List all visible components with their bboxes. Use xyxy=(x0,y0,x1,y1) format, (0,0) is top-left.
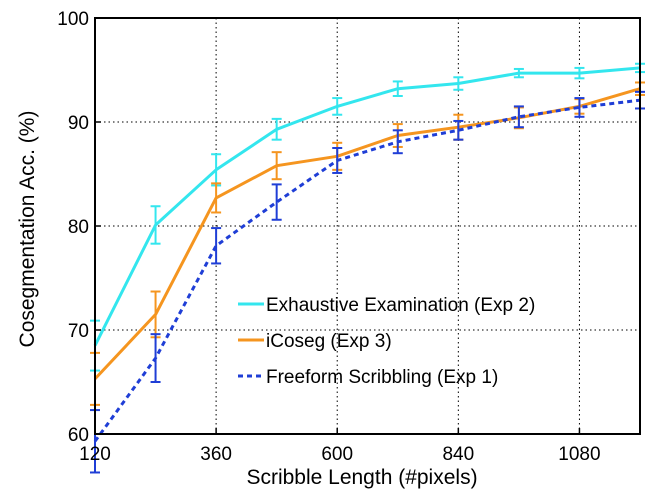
axes xyxy=(94,17,641,435)
y-axis-label: Cosegmentation Acc. (%) xyxy=(16,111,39,348)
error-bar xyxy=(332,97,343,116)
series-line xyxy=(93,66,641,347)
y-tick-label: 90 xyxy=(68,113,89,134)
x-axis-label: Scribble Length (#pixels) xyxy=(246,466,477,489)
tick-labels: 120 360 600 840 1080 60 70 80 90 100 xyxy=(57,9,600,465)
x-tick-label: 840 xyxy=(442,444,474,465)
legend-entry: iCoseg (Exp 3) xyxy=(238,331,392,352)
error-bar xyxy=(574,66,585,80)
error-bar xyxy=(211,182,222,214)
y-tick-label: 100 xyxy=(57,9,89,30)
error-bar xyxy=(574,97,585,118)
legend-entry: Freeform Scribbling (Exp 1) xyxy=(238,367,498,388)
error-bar xyxy=(392,80,403,97)
error-bar xyxy=(271,117,282,141)
x-tick-label: 600 xyxy=(321,444,353,465)
error-bar xyxy=(271,151,282,181)
error-bar xyxy=(211,227,222,265)
error-bar xyxy=(453,119,464,141)
legend-label: iCoseg (Exp 3) xyxy=(266,331,392,352)
series-2 xyxy=(90,81,645,406)
legend-entry: Exhaustive Examination (Exp 2) xyxy=(238,295,535,316)
x-tick-label: 360 xyxy=(200,444,232,465)
error-bar xyxy=(271,183,282,221)
legend-label: Freeform Scribbling (Exp 1) xyxy=(266,367,498,388)
error-bar xyxy=(513,105,524,129)
x-tick-label: 1080 xyxy=(558,444,600,465)
error-bar xyxy=(453,76,464,91)
error-bar xyxy=(150,333,161,383)
y-tick-label: 60 xyxy=(68,425,89,446)
legend-label: Exhaustive Examination (Exp 2) xyxy=(266,295,535,316)
error-bar xyxy=(513,67,524,79)
legend: Exhaustive Examination (Exp 2) iCoseg (Ex… xyxy=(238,295,535,388)
error-bar xyxy=(211,153,222,187)
y-tick-label: 70 xyxy=(68,321,89,342)
y-tick-label: 80 xyxy=(68,217,89,238)
series-line xyxy=(93,98,641,443)
error-bar xyxy=(150,205,161,245)
series-lines xyxy=(90,62,645,474)
error-bar xyxy=(332,147,343,174)
grid-lines xyxy=(95,18,640,434)
error-bar xyxy=(392,129,403,155)
x-tick-label: 120 xyxy=(79,444,111,465)
